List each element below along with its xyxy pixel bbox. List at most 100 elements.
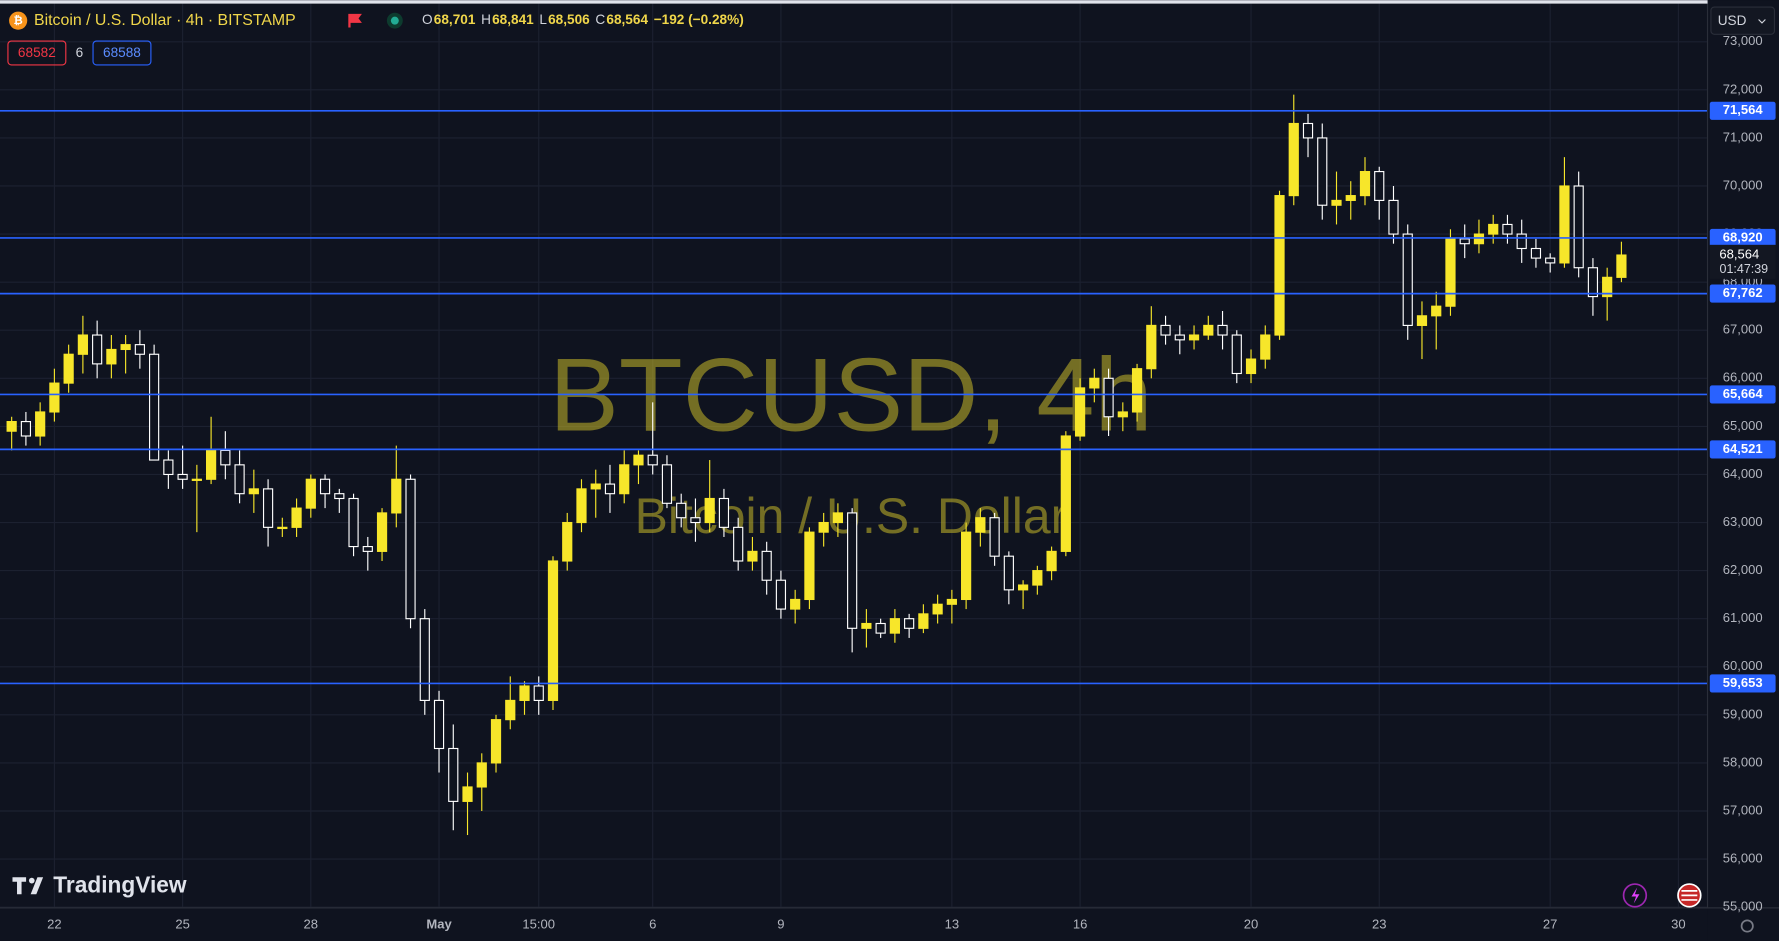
candle-body [519,685,530,701]
candle-body [989,517,1000,557]
candle-body [704,497,715,524]
candle-body [1074,387,1086,437]
sell-badge[interactable] [7,40,67,66]
candle-body [1217,324,1228,336]
legend-key: L [539,12,547,27]
candle-body [1402,233,1413,326]
x-tick-label: May [426,916,452,931]
candle-body [647,454,658,466]
alert-icon[interactable] [1622,883,1648,908]
y-tick-label: 70,000 [1723,177,1763,192]
candle-body [847,512,858,629]
top-border [0,0,1708,4]
y-tick-label: 59,000 [1723,706,1763,721]
candle-body [277,526,288,530]
candle-body [904,618,915,629]
candle-body [106,348,117,365]
candle-body [362,546,373,552]
axis-labels: 55,000 56,000 57,000 58,000 59,000 60,000 61,0… [47,33,1776,931]
candle-body [1117,411,1128,418]
candle-body [305,478,316,509]
x-tick-label: 20 [1244,916,1259,931]
candle-body [6,421,17,432]
x-tick-label: 25 [175,916,190,931]
flag-icon[interactable] [348,13,362,28]
candle-body [1003,555,1014,591]
candle-body [505,699,516,721]
candle-body [1459,238,1470,245]
candle-body [1473,233,1485,245]
candle-body [604,483,616,495]
sell-price[interactable]: 68582 [18,45,56,60]
candle-body [1559,185,1570,264]
candle-body [120,344,131,351]
candle-body [1017,584,1029,591]
candle-body [1160,324,1171,336]
candle-body [405,478,416,620]
candle-body [1060,435,1071,552]
candle-body [177,473,188,480]
candle-body [220,449,231,466]
spread: 6 [76,45,84,60]
buy-price[interactable]: 68588 [103,45,141,60]
candle-body [1331,199,1342,206]
flag-stripes [1681,890,1698,901]
candle-body [1516,233,1527,250]
candle-body [205,449,217,480]
candle-body [1388,199,1399,235]
candle-body [733,526,744,562]
y-tick-label: 63,000 [1723,514,1763,529]
candle-body [1302,122,1314,139]
candle-body [690,517,701,524]
legend-value: 68,701 [434,12,476,27]
y-tick-label: 58,000 [1723,754,1763,769]
watermark: BTCUSD, 4h [549,338,1152,454]
level-label-box [1709,284,1776,303]
y-tick-label: 62,000 [1723,562,1763,577]
candle-body [262,488,274,528]
chart-title[interactable]: Bitcoin / U.S. Dollar · 4h · BITSTAMP [34,12,296,29]
legend-value: 68,841 [492,12,534,27]
logo-text: TradingView [53,871,187,897]
settings-icon[interactable] [1740,919,1754,933]
logo: TradingView [12,871,187,897]
candle-body [918,613,929,629]
x-tick-label: 15:00 [522,916,555,931]
candle-body [1131,368,1143,413]
level-label-box [1709,440,1776,459]
candle-body [1203,324,1214,336]
candle-body [832,512,844,524]
chevron [1758,19,1766,24]
logo-mark [12,877,44,895]
logo-dot [28,877,35,884]
level-label: 65,664 [1723,386,1764,401]
level-label-box [1709,385,1776,404]
candle-body [191,478,202,481]
level-label-box [1709,674,1776,693]
x-tick-label: 30 [1671,916,1686,931]
candle-body [1317,137,1328,206]
currency[interactable]: USD [1718,13,1747,28]
currency-button[interactable] [1710,6,1776,35]
candle-body [334,493,345,500]
candle-body [1545,257,1556,264]
x-tick-label: 27 [1543,916,1558,931]
candle-body [92,334,103,365]
candle-body [1260,334,1271,360]
candle-body [1445,238,1456,307]
y-tick-label: 56,000 [1723,851,1763,866]
last-price-box [1709,244,1776,279]
candle-body [476,762,487,788]
candle-body [1103,377,1114,418]
y-tick-label: 65,000 [1723,418,1763,433]
overlay [0,109,1708,685]
legend-key: H [481,12,491,27]
buy-badge[interactable] [92,40,152,66]
candle-body [419,618,430,701]
candle-body [1288,122,1299,197]
price-axis [1707,0,1779,941]
ohlc-legend: O 68,701 H 68,841 L 68,506 C 68,564 −192 (−0.28%… [422,12,744,27]
candle-body [1573,185,1584,269]
candle-body [1146,324,1157,370]
bitcoin-icon [9,11,28,30]
